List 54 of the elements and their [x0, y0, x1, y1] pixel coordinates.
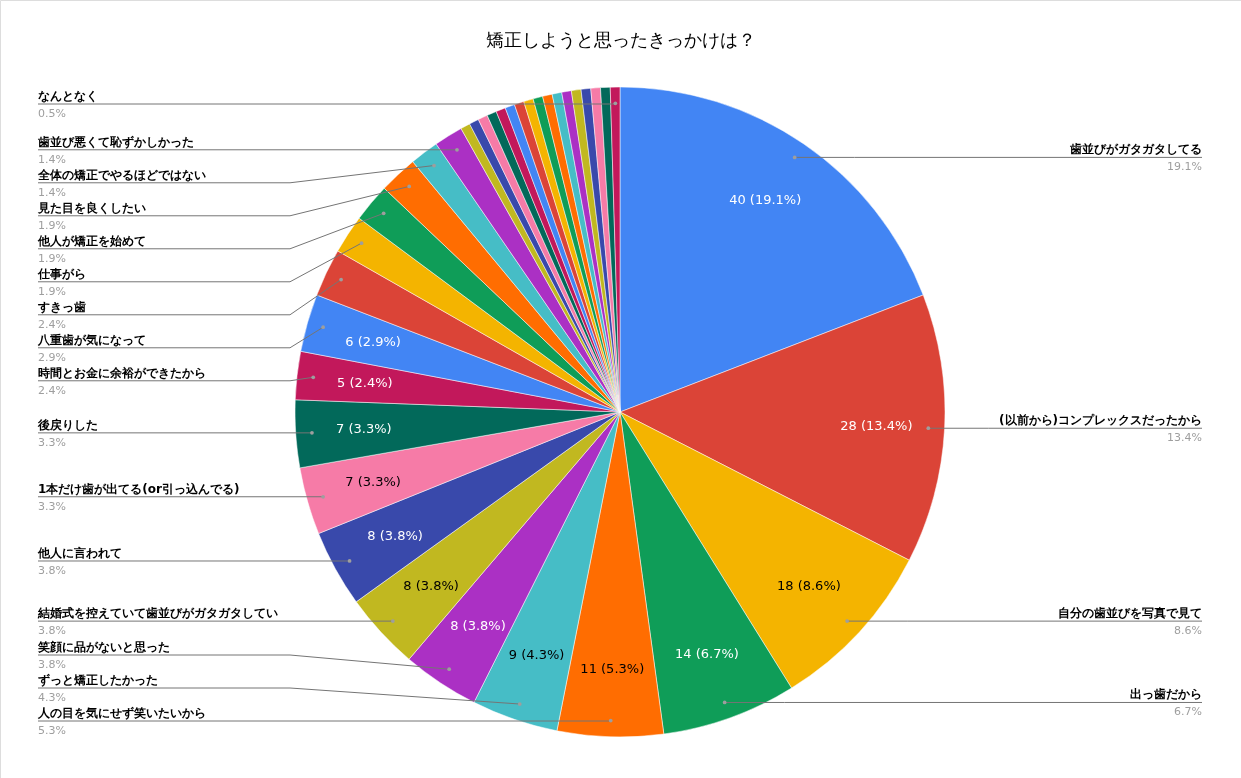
slice-label: ずっと矯正したかった: [38, 673, 158, 687]
text: 1.9%: [38, 284, 66, 298]
text: 3.3%: [38, 435, 66, 449]
slice-label: 他人が矯正を始めて: [37, 233, 146, 248]
slice-label: 1本だけ歯が出てる(or引っ込んでる): [38, 481, 240, 496]
text: 2.4%: [38, 317, 66, 331]
slice-label: 出っ歯だから: [1130, 687, 1202, 702]
data-label: 9 (4.3%): [508, 646, 565, 662]
text: 3.8%: [38, 658, 66, 671]
slice-label: 八重歯が気になって: [37, 332, 146, 347]
slice-label: (以前から)コンプレックスだったから: [999, 413, 1202, 428]
text: 1.4%: [38, 152, 66, 166]
text: 1.9%: [38, 218, 66, 232]
text: 3.8%: [38, 563, 66, 577]
text: 0.5%: [38, 107, 66, 120]
text: 6.7%: [1174, 705, 1202, 719]
data-label: 40 (19.1%): [729, 192, 802, 208]
data-label: 8 (3.8%): [367, 527, 423, 543]
text: 3.8%: [38, 624, 66, 638]
slice-label: すきっ歯: [37, 299, 86, 314]
data-label: 8 (3.8%): [403, 577, 459, 593]
slice-label: 歯並びがガタガタしてる: [1069, 142, 1202, 157]
text: 1.9%: [38, 251, 66, 265]
slice-label: なんとなく: [38, 89, 98, 103]
slice-label: 結婚式を控えていて歯並びがガタガタしてい: [37, 606, 278, 621]
data-label: 14 (6.7%): [675, 645, 739, 661]
data-label: 18 (8.6%): [776, 577, 841, 593]
slice-label: 見た目を良くしたい: [37, 200, 146, 215]
slice-label: 仕事がら: [37, 266, 86, 281]
slice-label: 後戻りした: [37, 417, 98, 432]
text: 3.3%: [38, 499, 66, 513]
data-label: 7 (3.3%): [336, 421, 392, 437]
data-label: 6 (2.9%): [345, 333, 401, 349]
data-label: 28 (13.4%): [840, 417, 913, 433]
text: 4.3%: [38, 691, 66, 704]
slice-label: 笑顔に品がないと思った: [37, 640, 170, 654]
text: 13.4%: [1167, 431, 1202, 445]
slice-label: 全体の矯正でやるほどではない: [37, 167, 206, 182]
chart-title: 矯正しようと思ったきっかけは？: [485, 29, 756, 50]
text: 2.9%: [38, 350, 66, 364]
slice-label: 他人に言われて: [37, 545, 122, 560]
text: 5.3%: [38, 724, 66, 737]
data-label: 5 (2.4%): [337, 375, 393, 391]
slice-label: 人の目を気にせず笑いたいから: [37, 706, 206, 720]
data-label: 7 (3.3%): [345, 474, 401, 490]
slice-label: 歯並び悪くて恥ずかしかった: [37, 134, 194, 149]
text: 2.4%: [38, 383, 66, 397]
slice-label: 時間とお金に余裕ができたから: [38, 365, 206, 380]
data-label: 8 (3.8%): [450, 617, 506, 633]
data-label: 11 (5.3%): [580, 660, 645, 676]
slice-label: 自分の歯並びを写真で見て: [1058, 606, 1202, 621]
text: 8.6%: [1174, 624, 1202, 638]
text: 19.1%: [1167, 160, 1202, 174]
text: 1.4%: [38, 185, 66, 199]
